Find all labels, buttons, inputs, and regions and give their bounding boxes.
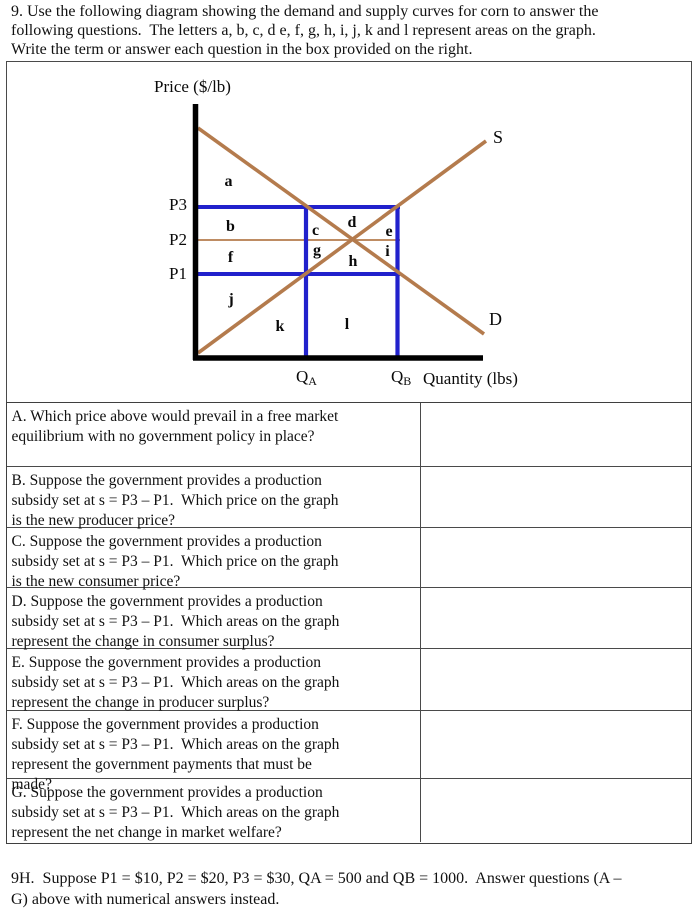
demand-curve (196, 126, 486, 336)
table-row-d: D. Suppose the government provides a pro… (7, 587, 691, 650)
qb-label: QB (391, 367, 411, 388)
question-text-c: C. Suppose the government provides a pro… (7, 528, 421, 590)
area-label-g: g (313, 242, 321, 259)
supply-curve-label: S (493, 127, 503, 147)
area-label-l: l (345, 316, 350, 333)
area-label-k: k (276, 318, 285, 335)
question-text-g: G. Suppose the government provides a pro… (7, 779, 421, 842)
area-label-h: h (349, 253, 358, 270)
quantity-axis-label: Quantity (lbs) (423, 369, 518, 388)
answer-box-b[interactable] (421, 467, 691, 527)
demand-curve-label: D (489, 309, 502, 329)
question-text-d: D. Suppose the government provides a pro… (7, 588, 421, 650)
supply-curve (196, 139, 488, 355)
area-label-e: e (385, 223, 392, 240)
p1-label: P1 (169, 264, 187, 283)
question-9h-note: 9H. Suppose P1 = $10, P2 = $20, P3 = $30… (11, 870, 622, 908)
diagram-canvas: Price ($/lb) S D P3 P2 P1 QA QB Quantity… (154, 77, 518, 388)
question-text-a: A. Which price above would prevail in a … (7, 403, 421, 466)
answer-box-d[interactable] (421, 588, 691, 648)
question-text-f: F. Suppose the government provides a pro… (7, 711, 421, 793)
table-row-a: A. Which price above would prevail in a … (7, 403, 691, 466)
area-label-a: a (225, 173, 233, 190)
table-row-b: B. Suppose the government provides a pro… (7, 466, 691, 529)
p3-label: P3 (169, 195, 187, 214)
answer-box-f[interactable] (421, 711, 691, 778)
question-text-b: B. Suppose the government provides a pro… (7, 467, 421, 529)
answer-box-a[interactable] (421, 403, 691, 466)
area-label-f: f (228, 249, 234, 266)
area-label-d: d (348, 214, 357, 231)
question-9-instructions: 9. Use the following diagram showing the… (11, 3, 599, 58)
price-axis-label: Price ($/lb) (154, 77, 231, 96)
answer-box-c[interactable] (421, 528, 691, 587)
area-label-b: b (226, 218, 235, 235)
table-row-g: G. Suppose the government provides a pro… (7, 778, 691, 842)
question-text-e: E. Suppose the government provides a pro… (7, 649, 421, 711)
table-row-f: F. Suppose the government provides a pro… (7, 710, 691, 793)
p2-label: P2 (169, 230, 187, 249)
qa-label: QA (296, 367, 317, 388)
area-label-i: i (385, 243, 390, 260)
answer-box-e[interactable] (421, 649, 691, 710)
area-label-c: c (312, 222, 319, 239)
question-table: A. Which price above would prevail in a … (6, 402, 692, 844)
answer-box-g[interactable] (421, 779, 691, 842)
area-label-j: j (227, 291, 233, 308)
table-row-e: E. Suppose the government provides a pro… (7, 648, 691, 711)
supply-demand-diagram: Price ($/lb) S D P3 P2 P1 QA QB Quantity… (6, 61, 692, 403)
table-row-c: C. Suppose the government provides a pro… (7, 527, 691, 590)
